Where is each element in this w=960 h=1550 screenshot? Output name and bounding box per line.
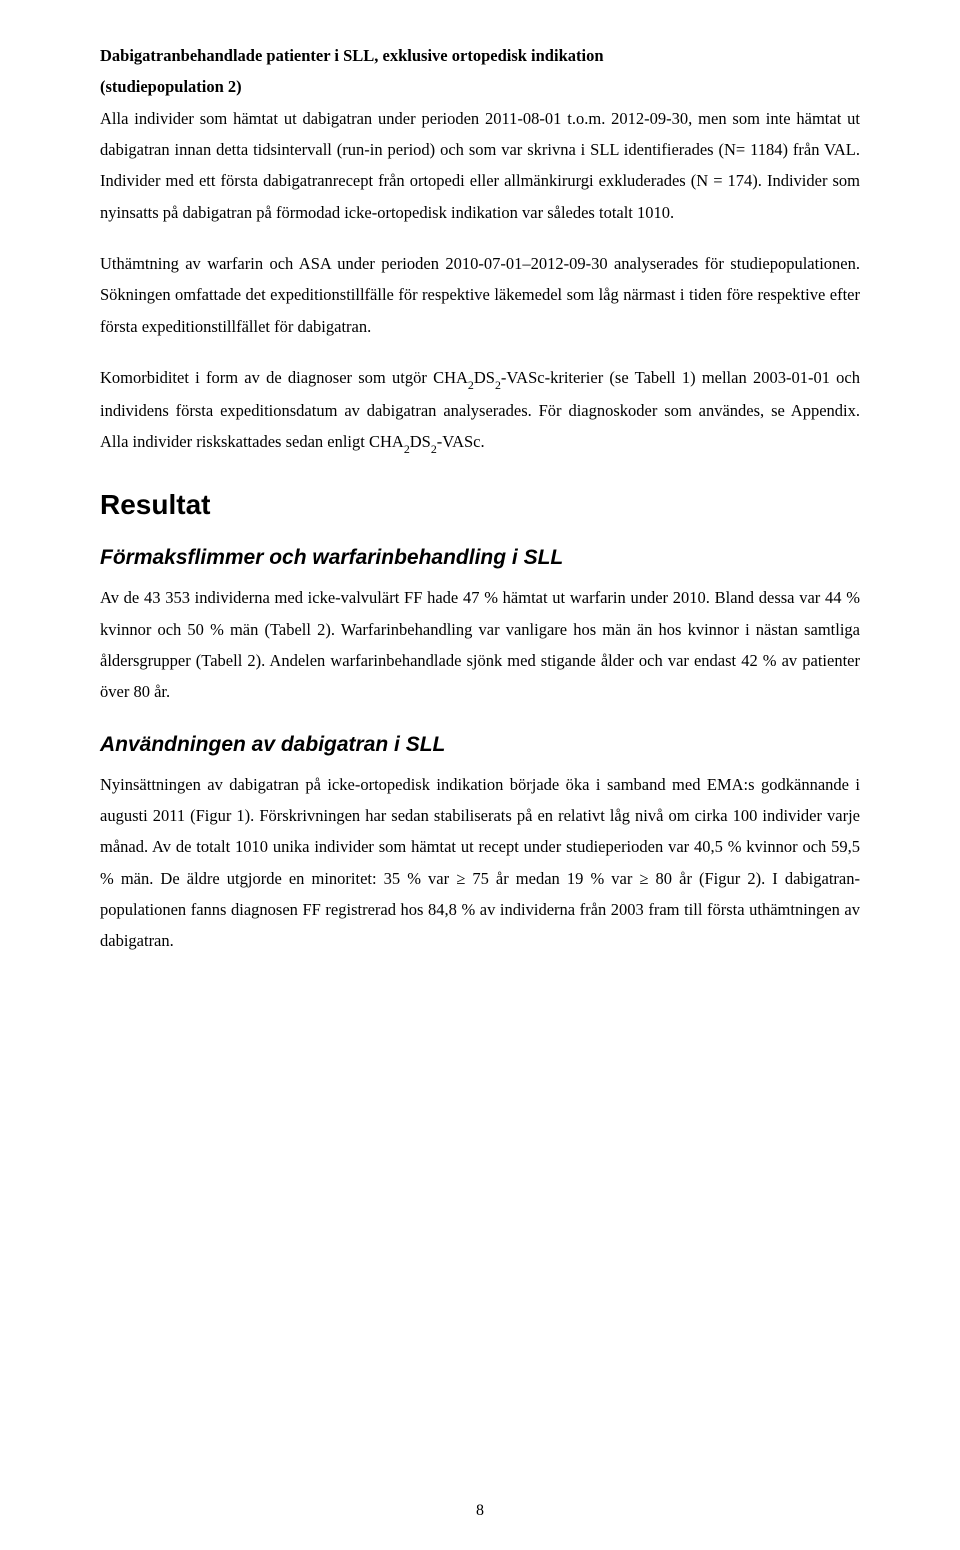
section-heading-paragraph: Dabigatranbehandlade patienter i SLL, ex… — [100, 40, 860, 228]
section-title-line-1: Dabigatranbehandlade patienter i SLL, ex… — [100, 46, 604, 65]
subscript-2: 2 — [495, 378, 501, 392]
para3-part-a: Komorbiditet i form av de diagnoser som … — [100, 368, 468, 387]
subscript-2: 2 — [431, 442, 437, 456]
document-page: Dabigatranbehandlade patienter i SLL, ex… — [0, 0, 960, 1550]
subscript-2: 2 — [468, 378, 474, 392]
paragraph-4: Av de 43 353 individerna med icke-valvul… — [100, 582, 860, 707]
paragraph-1: Alla individer som hämtat ut dabigatran … — [100, 109, 860, 222]
subheading-anvandningen: Användningen av dabigatran i SLL — [100, 733, 860, 757]
subheading-formaksflimmer: Förmaksflimmer och warfarinbehandling i … — [100, 546, 860, 570]
page-number: 8 — [0, 1502, 960, 1520]
paragraph-5: Nyinsättningen av dabigatran på icke-ort… — [100, 769, 860, 957]
heading-resultat: Resultat — [100, 489, 860, 521]
para3-part-e: -VASc. — [437, 432, 485, 451]
para3-part-b: DS — [474, 368, 495, 387]
paragraph-2: Uthämtning av warfarin och ASA under per… — [100, 248, 860, 342]
paragraph-3: Komorbiditet i form av de diagnoser som … — [100, 362, 860, 459]
section-title-line-2: (studiepopulation 2) — [100, 77, 242, 96]
subscript-2: 2 — [404, 442, 410, 456]
para3-part-d: DS — [410, 432, 431, 451]
